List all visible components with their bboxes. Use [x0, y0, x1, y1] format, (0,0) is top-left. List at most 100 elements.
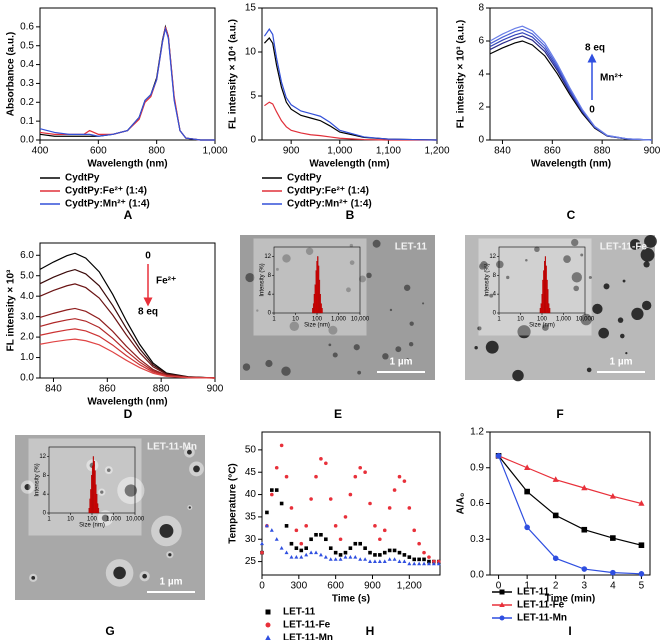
y-tick-label: 4.0 — [20, 291, 34, 302]
plot-frame — [39, 242, 216, 379]
y-axis-label: FL intensity × 10⁴ (a.u.) — [228, 19, 239, 129]
annotation: 8 eq — [585, 43, 605, 54]
y-tick-label: 4 — [268, 292, 272, 298]
marker — [363, 546, 367, 550]
marker — [427, 555, 431, 559]
marker — [358, 557, 363, 561]
particle — [101, 514, 109, 522]
plot-frame — [39, 7, 216, 141]
particle — [479, 263, 486, 270]
marker — [333, 557, 338, 561]
marker — [397, 559, 402, 564]
marker — [260, 550, 264, 555]
histogram-bar — [549, 308, 551, 314]
particle — [542, 324, 549, 331]
y-tick-label: 8 — [478, 3, 484, 14]
x-tick-label: 900 — [283, 146, 300, 157]
plot-frame — [489, 431, 651, 576]
legend-label: LET-11-Fe — [517, 600, 565, 611]
x-axis-label: Wavelength (nm) — [531, 159, 611, 170]
x-tick-label: 10,000 — [126, 517, 145, 523]
y-tick-label: 8 — [493, 273, 497, 279]
legend-marker — [499, 589, 505, 595]
marker — [382, 550, 387, 555]
panel-label: A — [124, 208, 133, 222]
marker — [373, 524, 377, 528]
marker — [552, 512, 559, 519]
particle — [187, 449, 192, 455]
marker — [368, 501, 372, 506]
particle — [485, 340, 499, 354]
y-axis-label: Intensity (%) — [485, 263, 491, 296]
y-tick-label: 25 — [245, 556, 257, 567]
particle — [512, 369, 524, 382]
particle — [625, 351, 628, 355]
marker — [309, 550, 314, 555]
marker — [304, 546, 308, 550]
marker — [284, 524, 289, 528]
x-tick-label: 1,200 — [397, 581, 422, 592]
marker — [304, 552, 309, 557]
y-axis-label: FL intensity × 10³ — [6, 269, 17, 351]
series-line — [264, 101, 437, 141]
particle — [477, 326, 482, 331]
marker — [333, 524, 338, 528]
particle — [563, 255, 571, 263]
marker — [372, 559, 377, 564]
legend-marker — [265, 635, 271, 640]
particle — [265, 359, 273, 368]
series-line — [39, 338, 216, 379]
y-axis-label: Intensity (%) — [35, 463, 41, 496]
marker — [638, 571, 645, 577]
scale-bar-label: 1 µm — [610, 357, 633, 368]
marker — [353, 541, 358, 546]
particle — [580, 253, 584, 257]
legend-marker — [265, 609, 271, 615]
marker — [426, 561, 431, 566]
y-tick-label: 0.3 — [20, 78, 34, 89]
x-tick-label: 400 — [32, 146, 49, 157]
inset-panel — [28, 438, 142, 536]
marker — [387, 506, 392, 510]
x-tick-label: 1 — [47, 517, 51, 523]
x-tick-label: 10 — [67, 517, 74, 523]
y-tick-label: 3.0 — [20, 311, 34, 322]
marker — [363, 470, 367, 475]
y-tick-label: 2.0 — [20, 332, 34, 343]
x-tick-label: 840 — [45, 384, 62, 395]
particle — [406, 357, 409, 361]
plot-frame — [261, 7, 438, 141]
histogram-bar — [97, 508, 100, 514]
plot-frame — [489, 7, 653, 141]
marker — [382, 559, 387, 564]
marker — [328, 557, 333, 561]
x-tick-label: 1 — [272, 317, 276, 323]
x-tick-label: 900 — [644, 146, 660, 157]
marker — [324, 537, 328, 542]
marker — [382, 528, 387, 533]
marker — [353, 554, 358, 559]
panel-label: F — [556, 407, 563, 421]
particle — [409, 321, 414, 326]
y-tick-label: 8 — [268, 273, 272, 279]
legend-marker — [265, 622, 271, 628]
x-tick-label: 900 — [364, 581, 381, 592]
panel-label: G — [105, 624, 114, 638]
marker — [581, 484, 588, 491]
marker — [279, 501, 284, 506]
particle — [242, 363, 251, 371]
marker — [358, 465, 363, 470]
particle — [641, 300, 652, 311]
marker — [333, 550, 338, 555]
legend-label: LET-11 — [517, 587, 550, 598]
legend-label: CydtPy:Mn²⁺ (1:4) — [287, 199, 372, 210]
marker — [610, 535, 616, 541]
annotation: Mn²⁺ — [600, 73, 623, 84]
x-tick-label: 10 — [517, 317, 524, 323]
particle — [489, 293, 494, 298]
x-tick-label: 100 — [312, 317, 323, 323]
particle — [328, 325, 338, 335]
particle — [349, 243, 354, 248]
particle — [193, 465, 200, 473]
x-tick-label: 800 — [148, 146, 165, 157]
